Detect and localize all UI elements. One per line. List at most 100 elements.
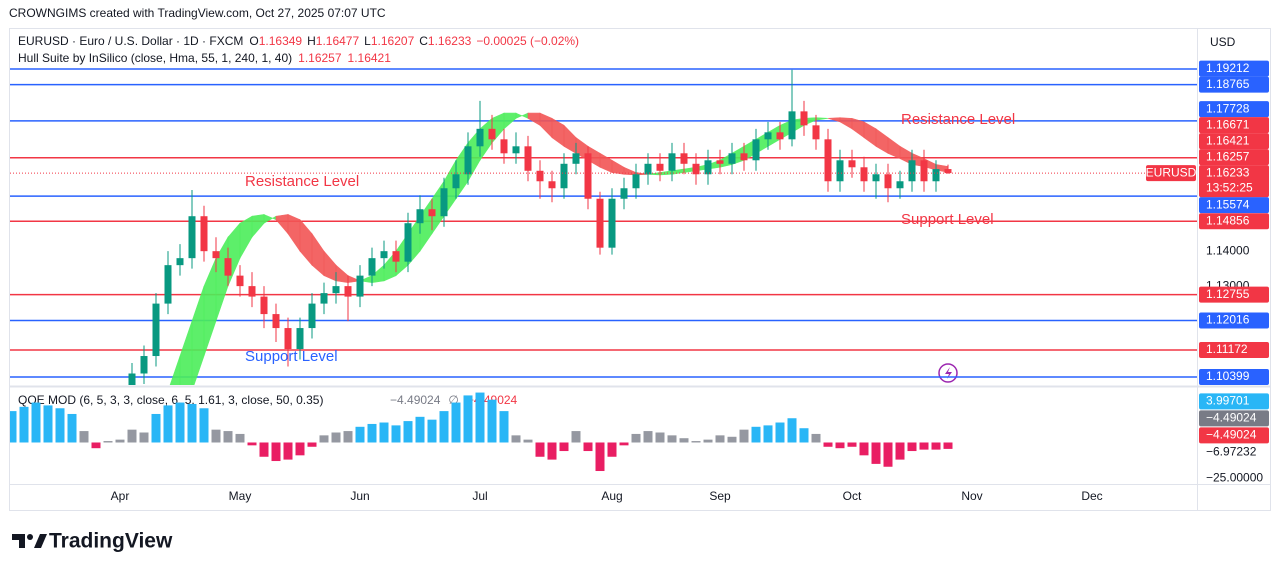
qqe-bar [775,422,785,443]
qqe-bar [667,435,677,443]
candle-body [500,139,508,154]
qqe-bar [607,442,617,457]
candle-body [608,198,616,248]
qqe-bar [19,406,29,443]
qqe-bar [631,433,641,443]
candle-body [620,188,628,199]
qqe-bar [163,405,173,443]
qqe-marker-label-bg [1199,410,1269,427]
annotation: Support Level [245,348,338,365]
ohlc-value: 1.16477 [316,34,360,48]
qqe-bar [127,429,137,443]
qqe-tick-label: −6.97232 [1206,445,1257,459]
qqe-bar [187,403,197,443]
ohlc-value: 1.16349 [259,34,303,48]
last-price-bg [1199,165,1269,198]
candle-body [224,258,232,276]
qqe-bar [319,435,329,443]
qqe-bar [727,436,737,443]
level-label: 1.12016 [1206,313,1250,327]
candle-body [296,328,304,350]
symbol-line: EURUSD · Euro / U.S. Dollar · 1D · FXCM [18,34,243,48]
hull-label: Hull Suite by InSilico (close, Hma, 55, … [18,51,292,65]
candle-body [548,181,556,189]
level-label-bg [1199,76,1269,93]
candle-body [836,160,844,182]
qqe-bar [847,442,857,447]
qqe-bar [715,435,725,443]
candle-body [332,286,340,294]
candle-body [632,174,640,189]
qqe-bar [499,411,509,443]
candle-body [596,198,604,248]
qqe-legend: QQE MOD (6, 5, 3, 3, close, 6, 5, 1.61, … [18,393,323,407]
level-label-bg [1199,213,1269,230]
candle-body [236,275,244,287]
x-tick-label: Nov [961,489,982,503]
qqe-bar [247,442,257,446]
annotation: Support Level [901,211,994,228]
candle-body [140,356,148,374]
x-tick-label: May [229,489,252,503]
qqe-bar [391,425,401,443]
qqe-bar [895,442,905,460]
level-label-bg [1199,117,1269,134]
qqe-bar [463,395,473,443]
qqe-bar [283,442,293,460]
qqe-bar [655,432,665,443]
qqe-bar [55,408,65,443]
qqe-bar [331,432,341,443]
last-price-label: 1.16233 [1206,165,1250,179]
candle-body [848,160,856,168]
candle-body [680,153,688,164]
qqe-bar [79,431,89,443]
candle-body [716,160,724,164]
qqe-bar [691,441,701,443]
qqe-bar [379,422,389,443]
qqe-marker-label: 3.99701 [1206,394,1250,408]
candle-body [464,146,472,175]
candle-body [272,314,280,329]
qqe-bar [151,413,161,443]
qqe-bar [907,442,917,452]
ohlc-label: C [419,34,428,48]
candle-body [728,153,736,164]
qqe-bar [559,442,569,452]
hull-label: 1.16257 [1206,149,1250,163]
candle-body [896,181,904,189]
qqe-bar [115,439,125,443]
qqe-marker-label: −4.49024 [1206,411,1257,425]
candle-body [200,216,208,252]
qqe-bar [295,442,305,456]
qqe-bar [571,431,581,443]
qqe-bar [139,432,149,443]
candle-body [656,163,664,171]
qqe-bar [211,429,221,443]
qqe-bar [475,392,485,443]
qqe-bar [835,442,845,449]
qqe-bar [811,433,821,443]
qqe-bar [199,408,209,443]
qqe-bar [859,442,869,456]
price-pane [10,68,1197,385]
candle-body [188,216,196,259]
level-label: 1.16671 [1206,117,1250,131]
candle-body [248,286,256,297]
countdown: 13:52:25 [1206,180,1253,194]
hull-band [169,355,181,385]
level-label: 1.14856 [1206,213,1250,227]
level-label: 1.18765 [1206,77,1250,91]
qqe-bar [427,419,437,443]
candle-body [488,128,496,140]
event-icon [938,363,958,383]
candle-body [524,146,532,171]
ohlc-label: O [249,34,258,48]
candle-body [152,303,160,357]
level-label: 1.15574 [1206,197,1250,211]
qqe-bar [823,442,833,447]
qqe-tick-label: −25.00000 [1206,470,1263,484]
candle-body [344,286,352,297]
candle-body [704,160,712,175]
candle-body [308,303,316,329]
qqe-bar [787,418,797,443]
